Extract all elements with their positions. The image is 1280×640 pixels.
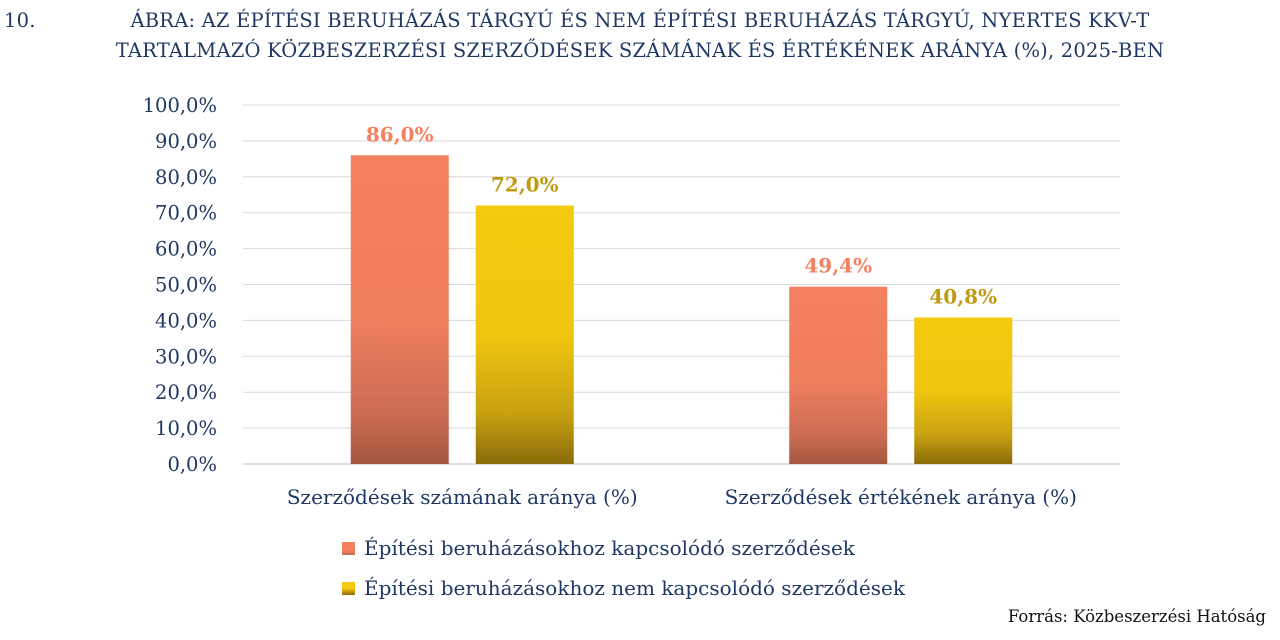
legend-label-nem-epitesi: Építési beruházásokhoz nem kapcsolódó sz…	[364, 576, 905, 600]
source-note: Forrás: Közbeszerzési Hatóság	[1007, 607, 1266, 626]
legend-label-epitesi: Építési beruházásokhoz kapcsolódó szerző…	[364, 536, 855, 560]
y-tick-label: 70,0%	[155, 202, 217, 225]
legend-swatch-nem-epitesi	[342, 581, 355, 595]
y-tick-label: 100,0%	[143, 94, 217, 117]
bar-chart: 0,0% 10,0% 20,0% 30,0% 40,0% 50,0% 60,0% 70,0% 8…	[143, 94, 1120, 509]
y-tick-label: 50,0%	[155, 274, 217, 297]
figure-number: 10.	[4, 9, 36, 32]
data-label: 72,0%	[491, 173, 559, 197]
bars	[350, 155, 1013, 464]
data-label: 49,4%	[804, 254, 872, 278]
y-tick-label: 0,0%	[167, 453, 217, 476]
y-tick-label: 10,0%	[155, 417, 217, 440]
y-axis-ticks: 0,0% 10,0% 20,0% 30,0% 40,0% 50,0% 60,0% 70,0% 8…	[143, 94, 217, 476]
title-line-2: TARTALMAZÓ KÖZBESZERZÉSI SZERZŐDÉSEK SZÁ…	[115, 39, 1165, 62]
legend-item-nem-epitesi: Építési beruházásokhoz nem kapcsolódó sz…	[342, 568, 905, 608]
title-line-1: ÁBRA: AZ ÉPÍTÉSI BERUHÁZÁS TÁRGYÚ ÉS NEM…	[130, 9, 1150, 32]
y-tick-label: 20,0%	[155, 381, 217, 404]
data-label: 86,0%	[366, 122, 434, 146]
y-tick-label: 80,0%	[155, 166, 217, 189]
y-tick-label: 60,0%	[155, 238, 217, 261]
bar-s1-c1	[914, 317, 1013, 464]
x-tick-label: Szerződések értékének aránya (%)	[725, 485, 1077, 509]
legend-item-epitesi: Építési beruházásokhoz kapcsolódó szerző…	[342, 528, 905, 568]
bar-s0-c0	[350, 155, 449, 464]
legend: Építési beruházásokhoz kapcsolódó szerző…	[342, 528, 905, 608]
bar-s0-c1	[789, 286, 888, 464]
y-tick-label: 30,0%	[155, 345, 217, 368]
x-axis-labels: Szerződések számának aránya (%) Szerződés…	[287, 485, 1077, 509]
data-labels: 86,0% 72,0% 49,4% 40,8%	[366, 122, 997, 308]
y-tick-label: 40,0%	[155, 309, 217, 332]
x-tick-label: Szerződések számának aránya (%)	[287, 485, 638, 509]
y-tick-label: 90,0%	[155, 130, 217, 153]
chart-title: 10. ÁBRA: AZ ÉPÍTÉSI BERUHÁZÁS TÁRGYÚ ÉS…	[0, 6, 1280, 66]
legend-swatch-epitesi	[342, 541, 355, 555]
data-label: 40,8%	[929, 285, 997, 309]
bar-s1-c0	[475, 205, 574, 464]
